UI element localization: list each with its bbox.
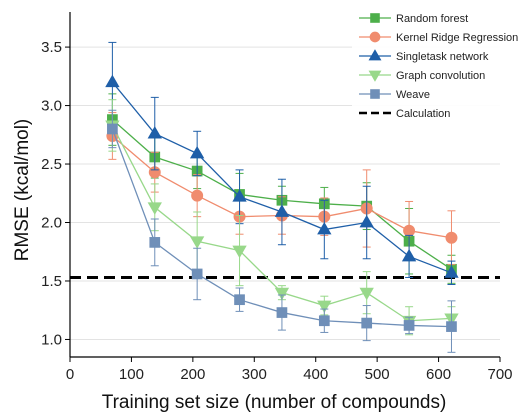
data-point	[191, 189, 204, 202]
tick-labels: 1.0 1.5 2.0 2.5 3.0 3.5 0 100 200 300 400 500 600 700	[41, 39, 512, 383]
legend-entry: Graph convolution	[359, 70, 485, 82]
x-tick-label: 600	[426, 366, 451, 383]
legend-entry: Kernel Ridge Regression	[359, 31, 518, 44]
series-layer	[105, 41, 459, 353]
legend-label: Random forest	[396, 13, 468, 25]
data-point	[361, 317, 373, 329]
data-point	[401, 248, 417, 262]
data-point	[105, 74, 120, 88]
x-tick-label: 400	[303, 366, 328, 383]
legend-marker	[370, 89, 380, 99]
legend-marker	[369, 31, 381, 43]
data-point	[317, 221, 332, 235]
data-point	[232, 245, 247, 259]
data-point	[445, 231, 458, 244]
data-point	[191, 268, 203, 280]
data-point	[107, 123, 118, 135]
legend-entry: Random forest	[359, 13, 468, 25]
legend-label: Weave	[396, 89, 430, 101]
y-tick-label: 3.5	[41, 39, 62, 56]
x-tick-label: 0	[66, 366, 74, 383]
legend: Random forest Kernel Ridge Regression Sing…	[352, 6, 518, 122]
grid-lines	[70, 46, 500, 340]
legend-entry: Weave	[359, 89, 430, 101]
x-tick-label: 700	[487, 366, 512, 383]
legend-label: Singletask network	[396, 51, 489, 63]
data-point	[403, 320, 415, 331]
x-tick-label: 500	[365, 366, 390, 383]
data-point	[234, 294, 245, 306]
data-point	[189, 236, 205, 249]
data-point	[149, 237, 161, 248]
data-point	[403, 224, 416, 237]
y-tick-label: 3.0	[41, 98, 62, 115]
y-tick-label: 1.0	[41, 331, 62, 348]
y-tick-label: 2.0	[41, 215, 62, 232]
data-point	[189, 145, 205, 159]
data-point	[446, 321, 457, 332]
legend-entry-calculation: Calculation	[359, 108, 450, 120]
data-point	[359, 287, 374, 301]
legend-label: Kernel Ridge Regression	[396, 32, 518, 44]
data-point	[444, 265, 459, 278]
y-tick-label: 2.5	[41, 156, 62, 173]
data-point	[147, 126, 162, 139]
data-point	[147, 202, 162, 215]
y-axis-label: RMSE (kcal/mol)	[12, 119, 33, 262]
series-weave	[107, 109, 457, 353]
x-tick-label: 300	[242, 366, 267, 383]
data-point	[274, 204, 290, 217]
legend-marker	[368, 70, 382, 82]
x-axis-label: Training set size (number of compounds)	[102, 392, 447, 413]
data-point	[276, 307, 288, 318]
data-point	[317, 300, 332, 314]
legend-label: Calculation	[396, 108, 450, 120]
y-tick-label: 1.5	[41, 273, 62, 290]
legend-marker	[368, 49, 382, 61]
legend-entry: Singletask network	[359, 49, 489, 63]
axes	[65, 12, 501, 362]
legend-marker	[370, 13, 380, 23]
series-singletask-network	[105, 41, 459, 285]
data-point	[359, 214, 374, 228]
data-point	[232, 189, 247, 202]
x-tick-label: 200	[180, 366, 205, 383]
data-point	[274, 287, 290, 301]
legend-frame	[352, 6, 507, 122]
x-tick-label: 100	[119, 366, 144, 383]
legend-label: Graph convolution	[396, 70, 485, 82]
data-point	[318, 315, 330, 327]
